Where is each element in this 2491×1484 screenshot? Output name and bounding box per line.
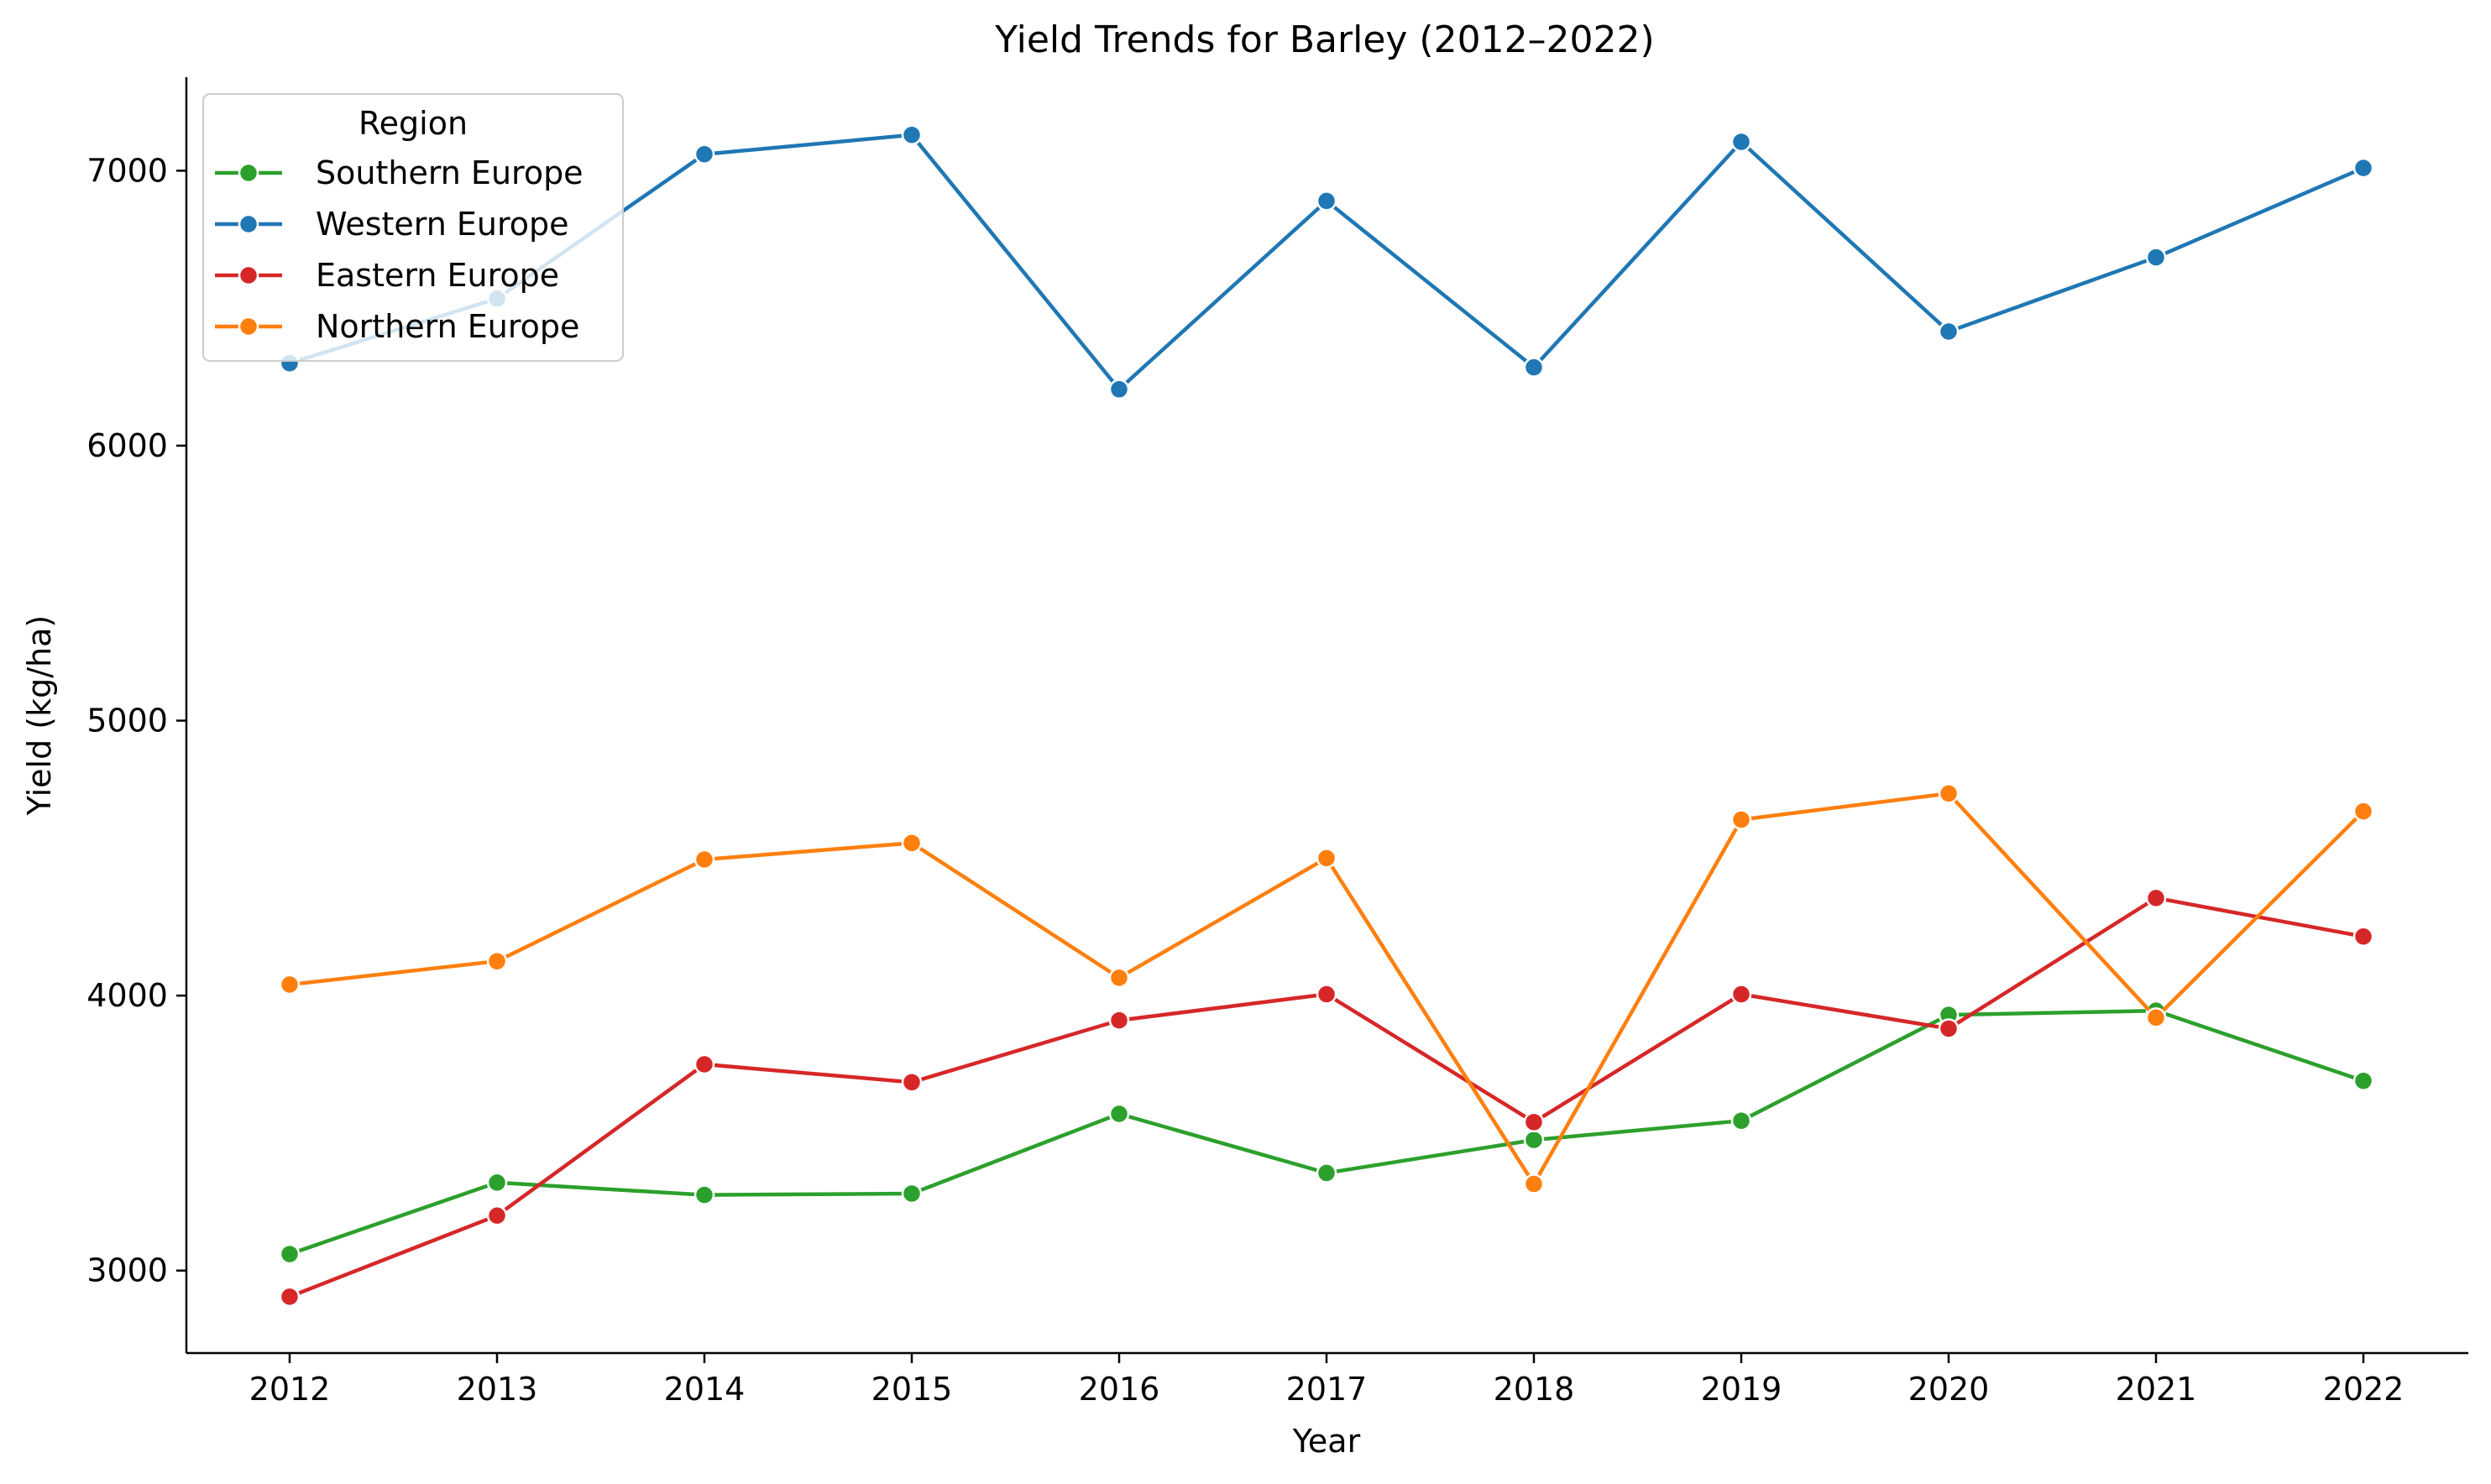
data-point-western-europe: [901, 124, 923, 146]
chart-title: Yield Trends for Barley (2012–2022): [994, 18, 1654, 61]
series-eastern-europe: [279, 887, 2374, 1308]
y-tick-label: 4000: [86, 977, 168, 1014]
data-point-eastern-europe: [1730, 984, 1752, 1005]
x-tick-label: 2014: [664, 1371, 746, 1408]
series-northern-europe: [279, 783, 2374, 1194]
data-point-northern-europe: [2145, 1007, 2167, 1028]
legend-swatch-marker: [238, 213, 259, 235]
data-point-eastern-europe: [693, 1053, 715, 1075]
data-point-western-europe: [1108, 379, 1130, 400]
y-tick-label: 6000: [86, 427, 168, 464]
data-point-western-europe: [1938, 321, 1960, 342]
data-point-eastern-europe: [1108, 1010, 1130, 1031]
x-tick-label: 2017: [1286, 1371, 1368, 1408]
data-point-eastern-europe: [901, 1072, 923, 1093]
legend-label: Northern Europe: [316, 308, 579, 345]
data-point-eastern-europe: [2145, 887, 2167, 909]
legend-label: Southern Europe: [316, 154, 584, 191]
data-point-western-europe: [2145, 247, 2167, 268]
data-point-northern-europe: [693, 849, 715, 870]
data-point-western-europe: [1316, 191, 1337, 212]
y-axis-ticks: 3000 4000 5000 6000 7000: [86, 152, 186, 1289]
y-tick-label: 7000: [86, 152, 168, 189]
legend-item-northern-europe: Northern Europe: [215, 308, 579, 345]
data-point-northern-europe: [1316, 848, 1337, 869]
legend-label: Eastern Europe: [316, 257, 559, 294]
data-point-western-europe: [1730, 131, 1752, 153]
y-tick-label: 5000: [86, 703, 168, 739]
x-tick-label: 2012: [249, 1371, 331, 1408]
data-point-southern-europe: [693, 1184, 715, 1205]
data-point-northern-europe: [2352, 801, 2374, 822]
data-point-northern-europe: [1523, 1173, 1545, 1194]
legend-label: Western Europe: [316, 206, 569, 243]
data-point-eastern-europe: [1523, 1111, 1545, 1133]
plot-area: [279, 124, 2374, 1308]
data-point-southern-europe: [486, 1172, 508, 1194]
x-tick-label: 2013: [457, 1371, 538, 1408]
data-point-eastern-europe: [279, 1286, 301, 1308]
data-point-southern-europe: [1316, 1163, 1337, 1184]
series-southern-europe: [279, 1000, 2374, 1265]
x-tick-label: 2016: [1079, 1371, 1160, 1408]
y-axis-label: Yield (kg/ha): [21, 615, 58, 817]
x-tick-label: 2019: [1701, 1371, 1782, 1408]
x-axis-ticks: 2012 2013 2014 2015 2016 2017 2018 2019 2020 2021…: [249, 1353, 2405, 1408]
data-point-southern-europe: [1523, 1129, 1545, 1151]
y-tick-label: 3000: [86, 1252, 168, 1289]
data-point-northern-europe: [1108, 967, 1130, 989]
legend-title: Region: [358, 105, 468, 142]
legend-item-western-europe: Western Europe: [215, 206, 569, 243]
data-point-northern-europe: [486, 950, 508, 972]
legend-items: Southern Europe Western Europe Eastern Eur…: [215, 154, 584, 345]
legend-item-southern-europe: Southern Europe: [215, 154, 584, 191]
data-point-southern-europe: [1108, 1103, 1130, 1125]
data-point-eastern-europe: [486, 1204, 508, 1226]
data-point-northern-europe: [901, 833, 923, 854]
x-axis-label: Year: [1292, 1423, 1361, 1460]
data-point-northern-europe: [279, 974, 301, 995]
data-point-western-europe: [2352, 157, 2374, 179]
data-point-eastern-europe: [1316, 984, 1337, 1005]
x-tick-label: 2015: [871, 1371, 953, 1408]
x-tick-label: 2021: [2116, 1371, 2197, 1408]
data-point-southern-europe: [2352, 1070, 2374, 1091]
data-point-northern-europe: [1730, 809, 1752, 830]
x-tick-label: 2018: [1494, 1371, 1575, 1408]
legend-swatch-marker: [238, 264, 259, 286]
x-tick-label: 2022: [2323, 1371, 2405, 1408]
data-point-southern-europe: [901, 1183, 923, 1204]
legend-item-eastern-europe: Eastern Europe: [215, 257, 559, 294]
data-point-eastern-europe: [2352, 926, 2374, 947]
data-point-southern-europe: [1730, 1110, 1752, 1131]
x-tick-label: 2020: [1908, 1371, 1990, 1408]
data-point-northern-europe: [1938, 783, 1960, 804]
data-point-southern-europe: [279, 1243, 301, 1265]
data-point-western-europe: [693, 144, 715, 165]
legend-box: [202, 93, 624, 362]
legend-swatch-marker: [238, 162, 259, 184]
data-point-western-europe: [1523, 357, 1545, 378]
legend-swatch-marker: [238, 316, 259, 337]
data-point-eastern-europe: [1938, 1018, 1960, 1039]
legend: Region Southern Europe Western Europe East…: [202, 93, 624, 362]
